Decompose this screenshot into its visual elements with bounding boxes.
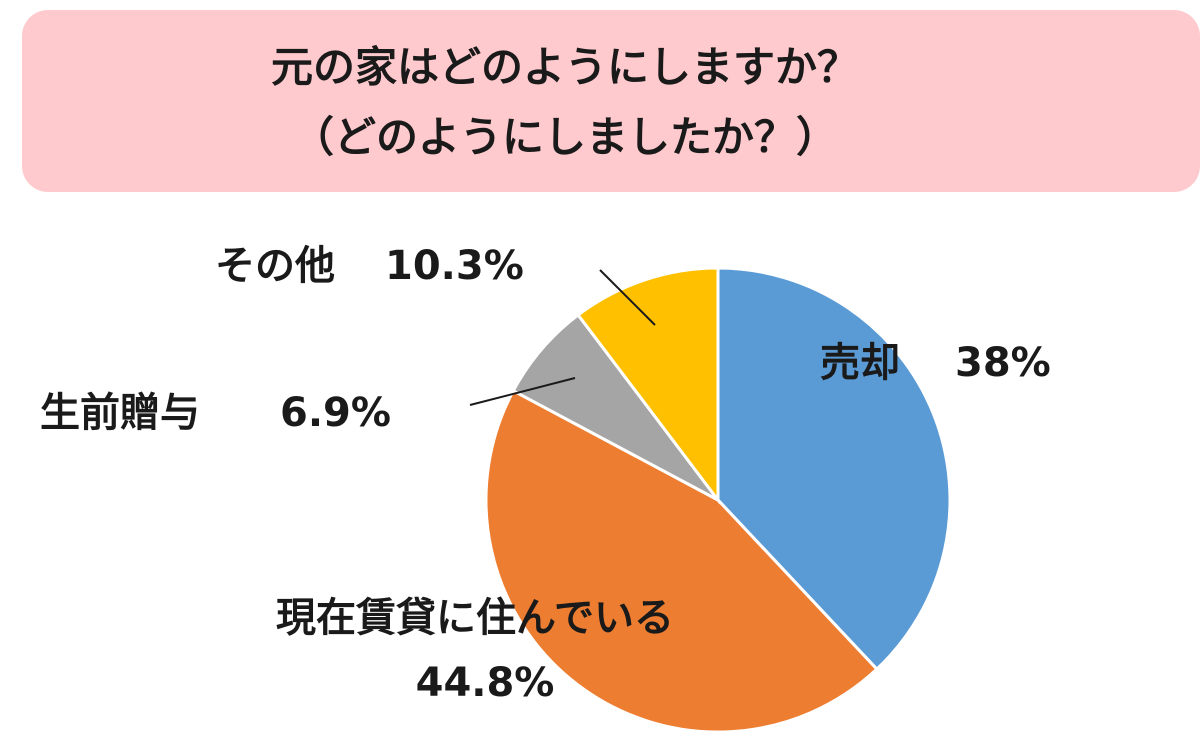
title-box: [22, 10, 1200, 192]
value-label: 44.8%: [416, 660, 555, 706]
slice-label: 生前贈与: [40, 390, 200, 436]
slice-label: その他: [215, 243, 335, 289]
chart-title: 元の家はどのようにしますか？: [271, 43, 859, 92]
chart-subtitle: （どのようにしましたか？）: [292, 113, 838, 162]
value-label: 6.9%: [280, 390, 391, 436]
pie-slice: [716, 266, 952, 672]
pie-slice: [484, 388, 879, 734]
leader-line: [599, 269, 656, 326]
leader-line: [469, 377, 576, 406]
slice-label: 売却: [820, 340, 900, 386]
value-label: 10.3%: [385, 243, 524, 289]
slice-label: 現在賃貸に住んでいる: [276, 595, 674, 641]
pie-slice: [576, 266, 720, 505]
value-label: 38%: [955, 340, 1051, 386]
